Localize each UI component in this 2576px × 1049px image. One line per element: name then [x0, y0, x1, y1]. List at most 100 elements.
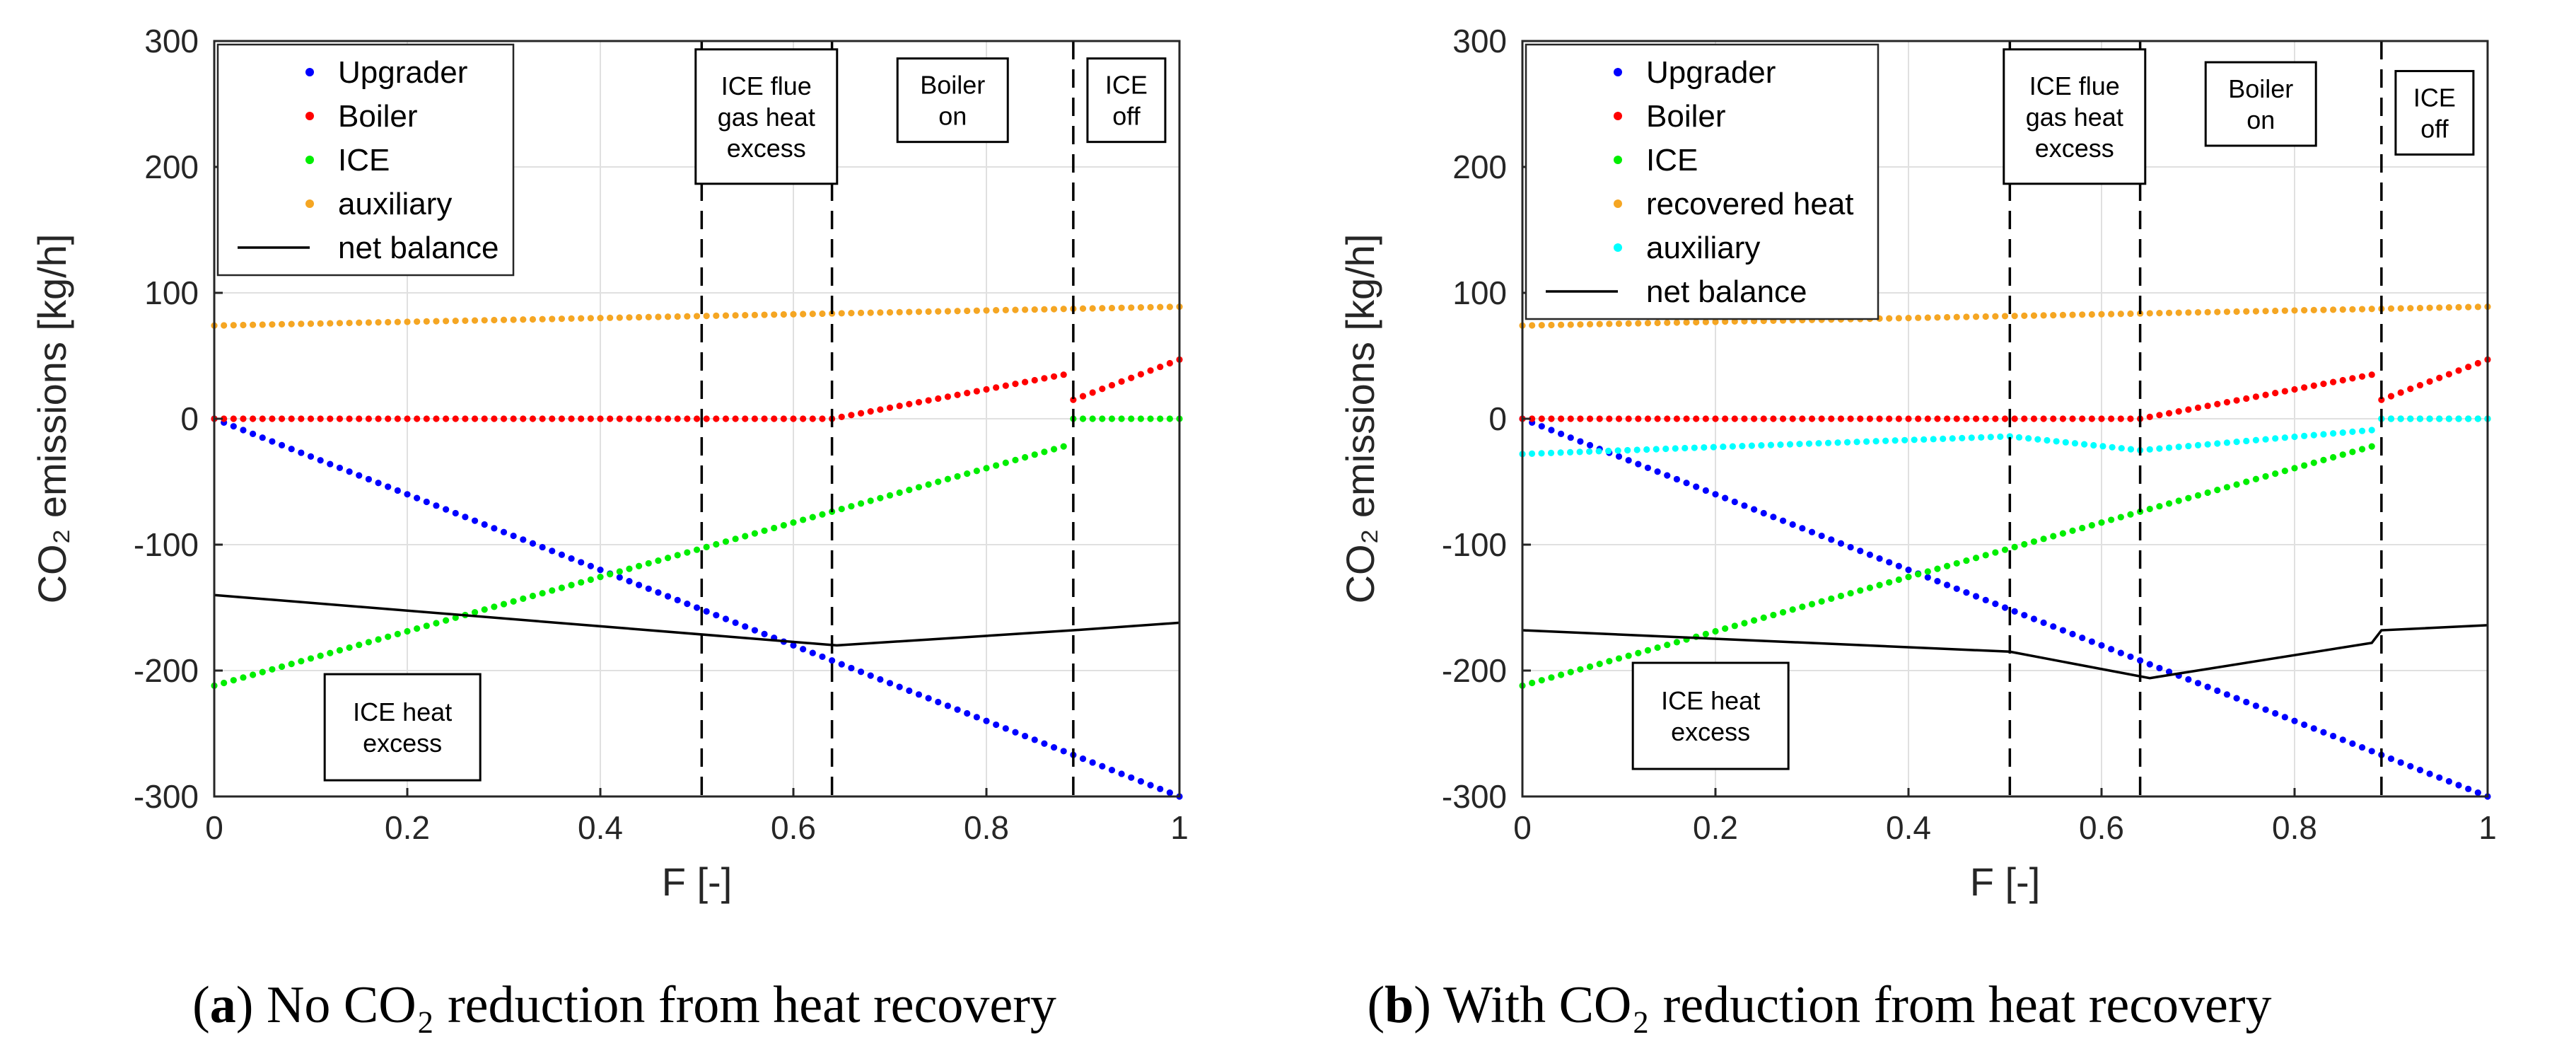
data-point: [2175, 309, 2182, 316]
data-point: [819, 653, 826, 661]
data-point: [944, 702, 951, 709]
data-point: [385, 415, 392, 422]
data-point: [1972, 555, 1980, 562]
data-point: [1128, 774, 1135, 781]
data-point: [2426, 378, 2433, 386]
data-point: [1625, 457, 1632, 464]
data-point: [1944, 581, 1951, 589]
data-point: [375, 319, 382, 326]
data-point: [1605, 447, 1612, 455]
data-point: [1538, 677, 1545, 684]
data-point: [1615, 453, 1623, 460]
data-point: [636, 581, 643, 589]
data-point: [558, 551, 566, 558]
data-point: [230, 322, 237, 329]
data-point: [954, 391, 961, 398]
data-point: [2310, 382, 2317, 389]
data-point: [886, 680, 894, 687]
data-point: [1614, 447, 1621, 454]
data-point: [2301, 432, 2308, 439]
data-point: [278, 663, 286, 671]
data-point: [954, 308, 961, 315]
data-point: [1853, 439, 1860, 446]
data-point: [2349, 740, 2356, 747]
data-point: [1137, 304, 1144, 311]
data-point: [2301, 307, 2308, 314]
data-point: [1672, 445, 1679, 452]
data-point: [626, 415, 633, 422]
data-point: [2349, 428, 2356, 435]
data-point: [2262, 473, 2269, 480]
data-point: [259, 321, 266, 328]
annotation-text: excess: [1671, 717, 1750, 746]
data-point: [954, 473, 961, 480]
x-tick-label: 0.4: [578, 809, 623, 846]
annotation-text: Boiler: [920, 71, 985, 100]
data-point: [2185, 309, 2192, 316]
data-point: [2069, 415, 2076, 422]
legend-label: Upgrader: [338, 55, 467, 90]
data-point: [1157, 364, 1164, 371]
y-tick-label: 200: [144, 149, 199, 185]
data-point: [674, 313, 681, 320]
data-point: [1099, 386, 1106, 393]
data-point: [1857, 587, 1864, 594]
data-point: [838, 310, 845, 317]
data-point: [1786, 441, 1794, 448]
data-point: [433, 502, 440, 509]
data-point: [1828, 536, 1835, 543]
data-point: [1924, 415, 1931, 422]
data-point: [1567, 434, 1574, 441]
data-point: [471, 415, 479, 422]
data-point: [2059, 627, 2066, 634]
data-point: [597, 415, 604, 422]
data-point: [2127, 310, 2134, 318]
data-point: [1547, 449, 1555, 456]
data-point: [452, 614, 459, 621]
data-point: [1596, 415, 1603, 422]
data-point: [259, 434, 266, 441]
data-point: [2397, 305, 2404, 312]
data-point: [1548, 321, 1555, 329]
data-point: [2165, 410, 2173, 417]
data-point: [1799, 415, 1806, 422]
data-point: [761, 415, 768, 422]
data-point: [2455, 415, 2462, 422]
data-point: [558, 315, 566, 323]
data-point: [1876, 555, 1883, 562]
annotation-text: excess: [2035, 134, 2114, 163]
data-point: [2436, 304, 2443, 311]
data-point: [2358, 373, 2366, 380]
data-point: [240, 415, 247, 422]
data-point: [1895, 415, 1902, 422]
data-point: [1992, 415, 1999, 422]
data-point: [1050, 743, 1058, 751]
legend-label: Boiler: [1646, 99, 1726, 134]
data-point: [549, 547, 556, 555]
data-point: [703, 313, 710, 320]
data-point: [2368, 306, 2375, 313]
legend-label: ICE: [338, 143, 390, 178]
data-point: [568, 415, 575, 422]
data-point: [462, 317, 469, 324]
data-point: [886, 308, 894, 316]
data-point: [1905, 567, 1912, 574]
data-point: [732, 312, 739, 319]
data-point: [1770, 611, 1777, 619]
data-point: [2175, 444, 2182, 451]
data-point: [423, 498, 430, 506]
data-point: [1837, 415, 1845, 422]
data-point: [1808, 601, 1816, 608]
data-point: [1558, 321, 1565, 328]
data-point: [973, 307, 980, 314]
data-point: [1128, 304, 1135, 311]
data-point: [1693, 415, 1700, 422]
data-point: [346, 415, 353, 422]
data-point: [1002, 725, 1009, 732]
annotation-box: [1631, 661, 1790, 770]
data-point: [471, 517, 479, 524]
caption-text: ) No CO₂ reduction from heat recovery: [236, 976, 1056, 1034]
data-point: [993, 721, 1000, 729]
data-point: [2021, 415, 2028, 422]
